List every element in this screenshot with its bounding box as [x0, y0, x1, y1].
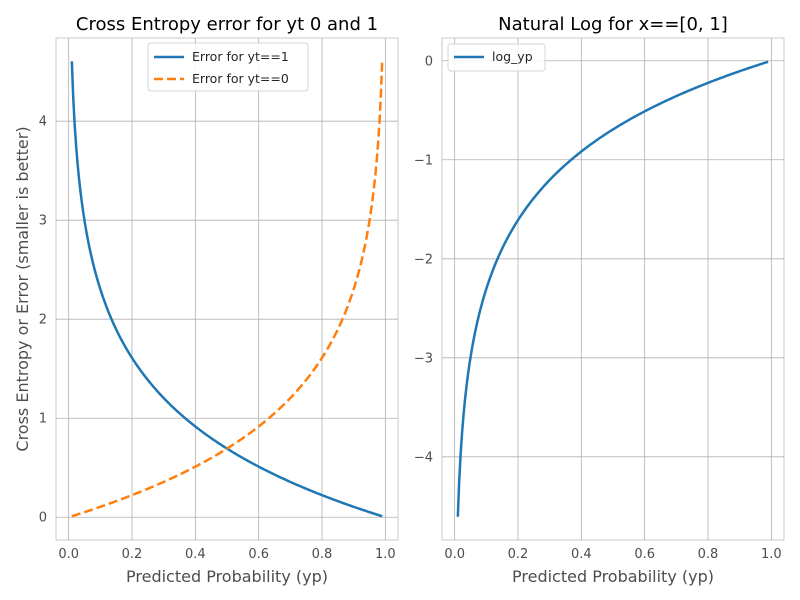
left-legend-label-yt0: Error for yt==0 [192, 71, 289, 86]
left-chart-title: Cross Entropy error for yt 0 and 1 [76, 14, 378, 35]
right-legend-label-log-yp: log_yp [492, 49, 533, 64]
right-chart: 0.0 0.2 0.4 0.6 0.8 1.0 0 −1 −2 −3 −4 Natural Log… [414, 14, 785, 586]
right-y-tick-labels: 0 −1 −2 −3 −4 [414, 54, 433, 465]
left-legend-box [147, 42, 309, 92]
right-x-tick-label: 0.0 [444, 547, 465, 562]
right-y-tick-label: −3 [414, 351, 433, 366]
left-x-tick-label: 0.0 [58, 547, 79, 562]
right-grid [442, 38, 784, 540]
left-x-tick-label: 0.2 [122, 547, 143, 562]
right-x-tick-label: 0.2 [508, 547, 529, 562]
left-x-tick-label: 0.8 [312, 547, 333, 562]
left-x-tick-label: 0.4 [185, 547, 206, 562]
left-x-axis-label: Predicted Probability (yp) [126, 567, 328, 586]
left-y-tick-label: 1 [39, 412, 47, 427]
left-plot-area [55, 37, 399, 541]
right-x-tick-labels: 0.0 0.2 0.4 0.6 0.8 1.0 [444, 547, 781, 562]
left-y-axis-label: Cross Entropy or Error (smaller is bette… [13, 126, 32, 451]
left-y-tick-label: 3 [39, 214, 47, 229]
right-y-tick-label: 0 [425, 54, 433, 69]
left-x-tick-labels: 0.0 0.2 0.4 0.6 0.8 1.0 [58, 547, 395, 562]
right-x-tick-label: 0.6 [634, 547, 655, 562]
right-series-line-0 [456, 60, 769, 517]
right-series [456, 60, 769, 517]
right-plot-area [441, 37, 785, 541]
left-y-tick-label: 4 [39, 115, 47, 130]
left-x-tick-label: 0.6 [248, 547, 269, 562]
left-series [70, 61, 384, 518]
right-x-tick-label: 1.0 [761, 547, 782, 562]
left-y-tick-labels: 0 1 2 3 4 [39, 115, 47, 526]
left-chart: 0.0 0.2 0.4 0.6 0.8 1.0 0 1 2 3 4 Cross Entropy e… [13, 14, 399, 586]
left-x-tick-label: 1.0 [375, 547, 396, 562]
right-legend: log_yp [447, 43, 546, 72]
right-y-tick-label: −1 [414, 153, 433, 168]
left-legend: Error for yt==1 Error for yt==0 [147, 42, 309, 92]
left-y-tick-label: 0 [39, 511, 47, 526]
right-legend-box [447, 43, 546, 72]
right-y-tick-label: −4 [414, 450, 433, 465]
right-chart-title: Natural Log for x==[0, 1] [498, 14, 728, 35]
right-x-tick-label: 0.4 [571, 547, 592, 562]
right-x-tick-label: 0.8 [698, 547, 719, 562]
left-grid [56, 38, 398, 540]
left-legend-label-yt1: Error for yt==1 [192, 49, 289, 64]
left-series-line-1 [71, 61, 384, 518]
right-x-axis-label: Predicted Probability (yp) [512, 567, 714, 586]
left-y-tick-label: 2 [39, 313, 47, 328]
right-y-tick-label: −2 [414, 252, 433, 267]
